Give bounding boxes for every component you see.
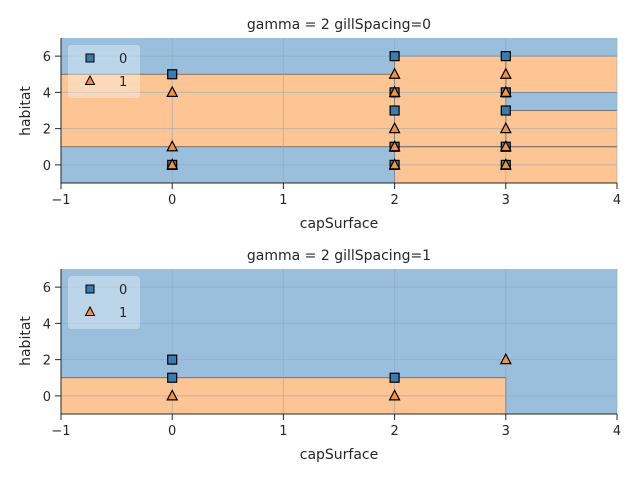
x-tick-label: 0 <box>168 193 176 208</box>
legend-box <box>68 45 140 98</box>
x-tick-label: 0 <box>168 424 176 439</box>
legend-marker-class-0 <box>85 284 95 294</box>
legend-marker-class-0 <box>85 53 95 63</box>
data-point-class-0 <box>167 372 178 383</box>
y-tick-label: 2 <box>43 123 51 138</box>
y-tick-label: 0 <box>43 390 51 405</box>
data-point-class-1 <box>499 85 512 97</box>
y-axis-label: habitat <box>18 316 34 366</box>
data-point-class-0 <box>500 105 511 116</box>
legend-label: 1 <box>119 75 127 90</box>
data-point-class-1 <box>166 389 179 401</box>
data-point-class-1 <box>388 158 401 170</box>
legend-marker-class-1 <box>84 305 96 316</box>
legend-marker-class-1 <box>84 74 96 85</box>
chart-title: gamma = 2 gillSpacing=0 <box>247 17 431 33</box>
data-point-class-1 <box>388 85 401 97</box>
data-point-class-1 <box>499 158 512 170</box>
x-tick-label: 4 <box>613 424 621 439</box>
data-point-class-1 <box>166 139 179 152</box>
decision-region-class-1 <box>394 56 506 147</box>
y-tick-label: 0 <box>43 159 51 174</box>
x-axis-label: capSurface <box>300 447 379 463</box>
data-point-class-1 <box>388 139 401 152</box>
data-point-class-0 <box>389 51 400 62</box>
legend: 01 <box>68 276 140 329</box>
data-point-class-0 <box>167 354 178 365</box>
data-point-class-1 <box>388 121 401 134</box>
y-tick-label: 4 <box>43 86 51 101</box>
chart-title: gamma = 2 gillSpacing=1 <box>247 248 431 264</box>
legend: 01 <box>68 45 140 98</box>
legend-box <box>68 276 140 329</box>
data-point-class-1 <box>499 121 512 134</box>
x-tick-label: 2 <box>390 193 398 208</box>
data-point-class-0 <box>389 105 400 116</box>
decision-region-class-1 <box>505 56 617 93</box>
y-tick-label: 6 <box>43 50 51 65</box>
x-tick-label: 2 <box>390 424 398 439</box>
data-point-class-1 <box>166 85 179 97</box>
data-point-class-1 <box>499 139 512 152</box>
data-point-class-1 <box>388 67 401 79</box>
y-tick-label: 6 <box>43 281 51 296</box>
data-point-class-1 <box>499 352 512 365</box>
x-tick-label: 1 <box>279 193 287 208</box>
decision-region-class-1 <box>61 74 395 147</box>
y-axis-label: habitat <box>18 86 34 136</box>
data-point-class-1 <box>499 67 512 79</box>
x-tick-label: −1 <box>51 193 70 208</box>
data-point-class-1 <box>166 158 179 170</box>
y-tick-label: 2 <box>43 354 51 369</box>
data-point-class-1 <box>388 389 401 401</box>
x-tick-label: 3 <box>502 424 510 439</box>
legend-label: 1 <box>119 306 127 321</box>
legend-label: 0 <box>119 52 127 67</box>
legend-label: 0 <box>119 283 127 298</box>
data-point-class-0 <box>500 51 511 62</box>
x-tick-label: −1 <box>51 424 70 439</box>
data-point-class-0 <box>389 372 400 383</box>
x-tick-label: 1 <box>279 424 287 439</box>
x-tick-label: 3 <box>502 193 510 208</box>
data-point-class-0 <box>167 69 178 80</box>
x-tick-label: 4 <box>613 193 621 208</box>
y-tick-label: 4 <box>43 317 51 332</box>
x-axis-label: capSurface <box>300 216 379 232</box>
